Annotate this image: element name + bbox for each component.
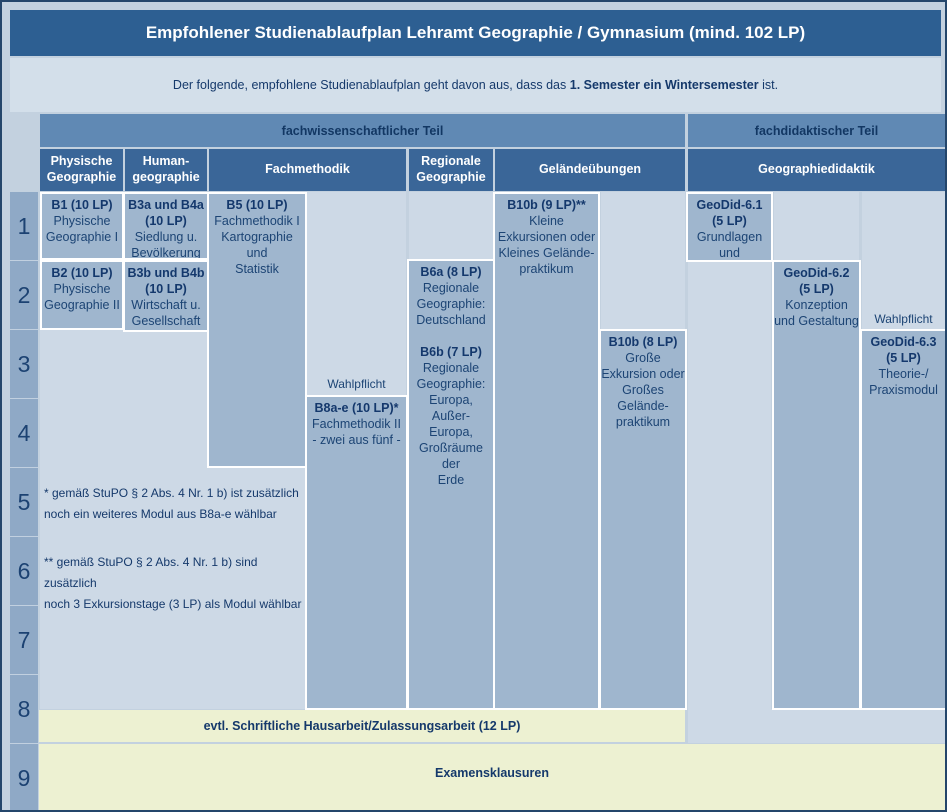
box-spacer (409, 328, 493, 344)
column-header-physische-geographie: Physische Geographie (40, 149, 123, 191)
module-body: Physische Geographie I (45, 214, 119, 244)
module-body: Siedlung u. Bevölkerung (131, 230, 201, 258)
module-body: Regionale Geographie: Deutschland (416, 281, 486, 327)
module-title: B6b (7 LP) (420, 345, 482, 359)
column-header-regionale-geographie: Regionale Geographie (409, 149, 493, 191)
module-title: B2 (10 LP) (51, 266, 113, 280)
group-header-fachdidaktisch: fachdidaktischer Teil (688, 114, 945, 147)
module-body: Grundlagen und Bedeutung (696, 230, 763, 260)
wahlpflicht-label-fachmethodik: Wahlpflicht (327, 377, 386, 391)
semester-label-7: 7 (10, 605, 38, 674)
module-body: Wirtschaft u. Gesellschaft (131, 298, 201, 328)
page-title: Empfohlener Studienablaufplan Lehramt Ge… (10, 10, 941, 56)
column-header-geographiedidaktik: Geographiedidaktik (688, 149, 945, 191)
lane-geodid-1 (688, 192, 771, 743)
module-box-b10b-gross: B10b (8 LP) Große Exkursion oder Großes … (601, 331, 685, 708)
subtitle: Der folgende, empfohlene Studienablaufpl… (10, 58, 941, 112)
module-body: Physische Geographie II (44, 282, 120, 312)
module-title: GeoDid-6.3 (5 LP) (870, 335, 937, 365)
module-box-geodid-6-3: GeoDid-6.3 (5 LP) Theorie-/ Praxismodul (862, 331, 945, 708)
semester-label-2: 2 (10, 260, 38, 329)
module-box-geodid-6-2: GeoDid-6.2 (5 LP) Konzeption und Gestalt… (774, 262, 859, 708)
module-title: B3b und B4b (10 LP) (127, 266, 205, 296)
module-title: B8a-e (10 LP)* (314, 401, 399, 415)
module-title: B3a und B4a (10 LP) (128, 198, 204, 228)
wahlpflicht-label-geodidaktik: Wahlpflicht (874, 312, 933, 326)
module-box-b5: B5 (10 LP) Fachmethodik I Kartographie u… (209, 194, 305, 466)
footnote-1: * gemäß StuPO § 2 Abs. 4 Nr. 1 b) ist zu… (44, 486, 299, 521)
module-body: Fachmethodik I Kartographie und Statisti… (214, 214, 300, 276)
module-title: B10b (9 LP)** (507, 198, 586, 212)
module-body: Regionale Geographie: Europa, Außer- Eur… (416, 361, 486, 487)
footnote-2: ** gemäß StuPO § 2 Abs. 4 Nr. 1 b) sind … (44, 555, 302, 611)
module-body: Große Exkursion oder Großes Gelände- pra… (601, 351, 685, 429)
module-title: GeoDid-6.2 (5 LP) (783, 266, 850, 296)
column-header-fachmethodik: Fachmethodik (209, 149, 406, 191)
column-header-gelaendeuebungen: Geländeübungen (495, 149, 685, 191)
module-body: Theorie-/ Praxismodul (869, 367, 938, 397)
module-title: B10b (8 LP) (608, 335, 678, 349)
semester-label-1: 1 (17, 212, 31, 239)
group-header-fachwissenschaftlich: fachwissenschaftlicher Teil (40, 114, 685, 147)
hausarbeit-band: evtl. Schriftliche Hausarbeit/Zulassungs… (39, 710, 685, 742)
module-title: B1 (10 LP) (51, 198, 113, 212)
module-title: GeoDid-6.1 (5 LP) (696, 198, 763, 228)
semester-label-8: 8 (10, 674, 38, 743)
module-box-geodid-6-1: GeoDid-6.1 (5 LP) Grundlagen und Bedeutu… (688, 194, 771, 260)
module-box-b2: B2 (10 LP) Physische Geographie II (42, 262, 122, 328)
semester-label-4: 4 (10, 398, 38, 467)
subtitle-pre: Der folgende, empfohlene Studienablaufpl… (172, 78, 570, 92)
module-title: B5 (10 LP) (226, 198, 288, 212)
module-box-b10b-klein: B10b (9 LP)** Kleine Exkursionen oder Kl… (495, 194, 598, 708)
module-title: B6a (8 LP) (420, 265, 482, 279)
module-box-b3a-b4a: B3a und B4a (10 LP) Siedlung u. Bevölker… (125, 194, 207, 258)
module-body: Fachmethodik II - zwei aus fünf - (312, 417, 401, 447)
module-body: Kleine Exkursionen oder Kleines Gelände-… (497, 214, 596, 276)
module-box-b6: B6a (8 LP) Regionale Geographie: Deutsch… (409, 261, 493, 708)
subtitle-post: ist. (758, 78, 779, 92)
subtitle-bold: 1. Semester ein Wintersemester (569, 78, 759, 92)
module-box-b1: B1 (10 LP) Physische Geographie I (42, 194, 122, 258)
semester-label-5: 5 (10, 467, 38, 536)
column-header-humangeographie: Human-geographie (125, 149, 207, 191)
examensklausuren-band: Examensklausuren (39, 744, 945, 810)
module-box-b8a-e: B8a-e (10 LP)* Fachmethodik II - zwei au… (307, 397, 406, 708)
semester-label-3: 3 (10, 329, 38, 398)
module-body: Konzeption und Gestaltung (774, 298, 859, 328)
module-box-b3b-b4b: B3b und B4b (10 LP) Wirtschaft u. Gesell… (125, 262, 207, 330)
semester-column: 1 2 3 4 5 6 7 8 9 (10, 192, 38, 810)
semester-label-6: 6 (10, 536, 38, 605)
semester-label-9: 9 (10, 743, 38, 810)
lane-fachdidaktik-bottom (688, 709, 945, 743)
